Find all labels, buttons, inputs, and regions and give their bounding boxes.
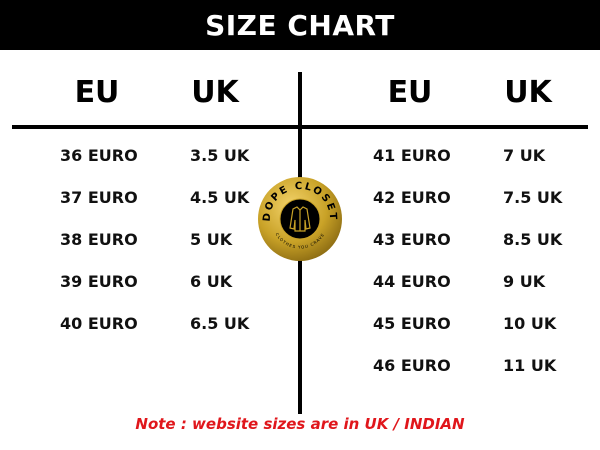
- right-eu-header: EU: [387, 75, 433, 110]
- right-eu-size: 44 EURO: [373, 272, 451, 291]
- right-uk-header: UK: [504, 75, 552, 110]
- right-eu-size: 45 EURO: [373, 314, 451, 333]
- right-uk-size: 9 UK: [503, 272, 546, 291]
- left-uk-size: 4.5 UK: [190, 188, 250, 207]
- right-eu-size: 42 EURO: [373, 188, 451, 207]
- right-eu-size: 43 EURO: [373, 230, 451, 249]
- dope-closet-logo: DOPE CLOSET CLOTHES YOU CRAVE: [258, 177, 342, 261]
- page-title: SIZE CHART: [0, 0, 600, 50]
- right-eu-size: 41 EURO: [373, 146, 451, 165]
- right-uk-size: 8.5 UK: [503, 230, 563, 249]
- left-uk-size: 5 UK: [190, 230, 233, 249]
- left-eu-size: 37 EURO: [60, 188, 138, 207]
- left-eu-size: 40 EURO: [60, 314, 138, 333]
- left-eu-header: EU: [74, 75, 120, 110]
- left-eu-size: 39 EURO: [60, 272, 138, 291]
- left-uk-header: UK: [191, 75, 239, 110]
- jacket-icon: [289, 206, 311, 232]
- right-eu-size: 46 EURO: [373, 356, 451, 375]
- right-uk-size: 7 UK: [503, 146, 546, 165]
- right-uk-size: 7.5 UK: [503, 188, 563, 207]
- left-uk-size: 3.5 UK: [190, 146, 250, 165]
- size-note: Note : website sizes are in UK / INDIAN: [135, 415, 465, 433]
- left-eu-size: 36 EURO: [60, 146, 138, 165]
- left-uk-size: 6 UK: [190, 272, 233, 291]
- left-eu-size: 38 EURO: [60, 230, 138, 249]
- right-uk-size: 10 UK: [503, 314, 557, 333]
- left-uk-size: 6.5 UK: [190, 314, 250, 333]
- right-uk-size: 11 UK: [503, 356, 557, 375]
